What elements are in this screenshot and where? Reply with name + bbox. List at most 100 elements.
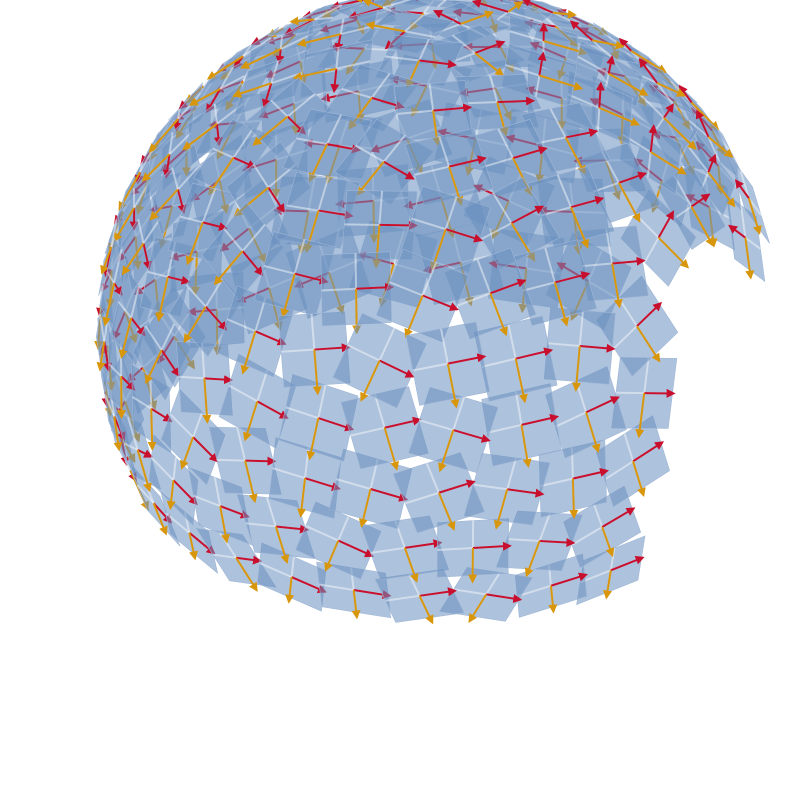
orange-arrow [356, 161, 385, 196]
red-arrow [384, 416, 422, 429]
red-arrow [254, 330, 287, 346]
orange-arrow [180, 436, 195, 470]
orange-arrow [362, 0, 384, 9]
red-arrow [512, 146, 548, 160]
orange-arrow [608, 72, 649, 96]
frame-tile [596, 415, 670, 508]
frame-tile [320, 251, 395, 335]
red-arrow [585, 396, 620, 414]
red-arrow [330, 68, 340, 94]
tile-grid-line [445, 0, 482, 3]
frame-tile [132, 299, 191, 402]
orange-arrow [507, 1, 524, 13]
orange-arrow [707, 136, 734, 158]
red-arrow [663, 103, 674, 119]
red-arrow [515, 347, 554, 360]
red-arrow [521, 413, 560, 426]
frame-tile [466, 119, 560, 198]
orange-arrow [219, 505, 230, 544]
orange-arrow [418, 595, 434, 625]
red-arrow [447, 353, 487, 365]
orange-arrow [360, 360, 381, 402]
orange-arrow [603, 570, 613, 600]
orange-arrow [308, 143, 329, 183]
red-arrow [445, 228, 484, 243]
orange-arrow [149, 188, 179, 221]
orange-arrow [383, 427, 400, 471]
orange-arrow [572, 345, 581, 392]
orange-arrow [690, 101, 720, 131]
orange-arrow [243, 401, 259, 442]
red-arrow [256, 400, 289, 419]
red-arrow [707, 153, 717, 173]
red-arrow [537, 51, 547, 76]
red-arrow [612, 256, 646, 266]
orange-arrow [404, 295, 424, 338]
red-arrow [137, 449, 154, 458]
orange-arrow [564, 136, 586, 175]
frame-tile [543, 307, 616, 392]
orange-arrow [274, 526, 290, 565]
red-arrow [438, 479, 476, 494]
frame-tile [392, 452, 486, 534]
frame-tile [182, 53, 258, 125]
orange-arrow [585, 412, 601, 454]
orange-arrow [592, 39, 625, 50]
red-arrow [404, 539, 443, 549]
orange-arrow [100, 246, 113, 275]
orange-arrow [650, 151, 687, 175]
red-arrow [606, 55, 616, 74]
frame-tile [114, 410, 161, 493]
frame-tile [619, 109, 687, 195]
frame-tile [375, 248, 470, 343]
red-arrow [261, 82, 273, 109]
frame-tile [436, 518, 512, 584]
red-arrow [550, 572, 588, 587]
red-arrow [595, 81, 605, 108]
frame-tile [408, 387, 499, 473]
frame-tile [278, 374, 359, 462]
tile-grid-line [437, 0, 448, 8]
orange-arrow [632, 461, 646, 498]
orange-arrow [147, 408, 157, 451]
red-arrow [304, 477, 341, 491]
orange-arrow [182, 123, 218, 151]
orange-arrow [744, 237, 755, 280]
frame-tile [538, 439, 610, 520]
red-arrow [554, 271, 591, 284]
orange-arrow [598, 106, 640, 126]
frame-tile [148, 434, 199, 527]
orange-arrow [252, 115, 289, 146]
red-arrow [695, 109, 710, 138]
orange-arrow [635, 393, 646, 439]
orange-arrow [617, 182, 641, 223]
orange-arrow [474, 52, 505, 77]
red-arrow [486, 593, 523, 603]
orange-arrow [663, 117, 697, 150]
red-arrow [638, 58, 659, 84]
orange-arrow [306, 417, 320, 461]
orange-arrow [183, 306, 207, 344]
frame-tile [268, 437, 342, 520]
red-arrow [370, 488, 409, 502]
red-arrow [160, 349, 180, 377]
red-arrow [471, 0, 509, 13]
orange-arrow [244, 460, 258, 504]
orange-arrow [569, 478, 579, 520]
red-arrow [728, 224, 746, 239]
orange-arrow [102, 282, 116, 327]
orange-arrow [493, 488, 509, 530]
frame-tile [176, 341, 234, 424]
orange-arrow [403, 547, 419, 583]
orange-arrow [297, 478, 307, 518]
red-arrow [113, 282, 123, 297]
orange-arrow [155, 276, 169, 322]
red-arrow [172, 479, 198, 506]
red-arrow [448, 155, 487, 168]
red-arrow [314, 343, 351, 353]
frame-tile [206, 26, 280, 86]
orange-arrow [552, 9, 577, 19]
red-arrow [453, 429, 491, 443]
orange-arrow [206, 55, 244, 80]
frame-tile [232, 50, 309, 117]
